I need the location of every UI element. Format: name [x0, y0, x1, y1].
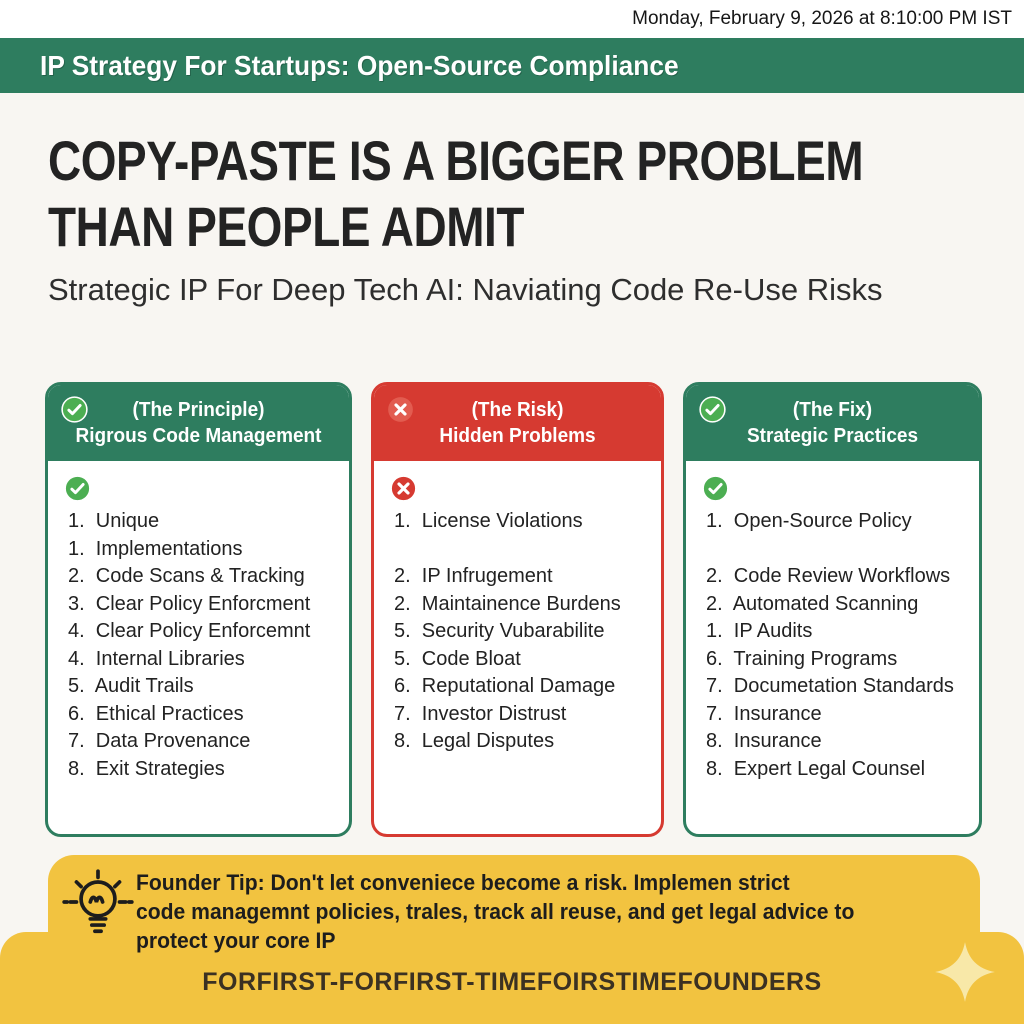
list-item: 1. Implementations	[68, 537, 243, 560]
founder-tip: Founder Tip: Don't let conveniece become…	[58, 860, 978, 955]
cross-icon	[390, 475, 417, 502]
timestamp: Monday, February 9, 2026 at 8:10:00 PM I…	[632, 8, 1012, 29]
card-risk-list: 1. License Violations 2. IP Infrugement 2.…	[390, 508, 651, 756]
list-item: 8. Exit Strategies	[68, 757, 225, 780]
list-item: 1. Open-Source Policy	[706, 510, 912, 532]
app-header-title: IP Strategy For Startups: Open-Source Co…	[40, 49, 679, 81]
card-title: Strategic Practices	[746, 425, 919, 447]
list-item: 1. Unique	[68, 510, 160, 532]
list-item: 2. Maintainence Burdens	[394, 592, 621, 615]
card-fix: (The Fix) Strategic Practices 1. Open-So…	[683, 382, 982, 837]
list-item	[394, 536, 651, 564]
list-item: 5. Code Bloat	[394, 647, 521, 670]
check-icon	[702, 475, 729, 502]
list-item: 8. Insurance	[706, 730, 822, 752]
footer-band	[0, 932, 1024, 1024]
page-title-line2: THAN PEOPLE ADMIT	[48, 195, 525, 258]
card-principle-header: (The Principle) Rigrous Code Management	[48, 385, 349, 461]
list-item: 6. Ethical Practices	[68, 702, 244, 725]
lightbulb-icon	[58, 862, 138, 948]
check-icon	[61, 396, 88, 423]
list-item: 2. IP Infrugement	[394, 565, 553, 587]
text-line: protect your core IP	[136, 928, 336, 953]
founder-tip-text: Founder Tip: Don't let conveniece become…	[136, 868, 884, 955]
list-item: 2. Code Review Workflows	[706, 565, 951, 587]
card-principle-list: 1. Unique 1. Implementations 2. Code Scans…	[64, 508, 339, 783]
app-header: IP Strategy For Startups: Open-Source Co…	[0, 38, 1024, 93]
card-title: Rigrous Code Management	[75, 425, 322, 447]
list-item: 7. Insurance	[706, 702, 822, 725]
list-item: 8. Expert Legal Counsel	[706, 757, 926, 780]
card-risk: (The Risk) Hidden Problems 1. License Vi…	[371, 382, 664, 837]
founder-tip-box	[48, 855, 980, 935]
list-item: 6. Training Programs	[706, 647, 898, 670]
card-fix-header: (The Fix) Strategic Practices	[686, 385, 979, 461]
card-fix-list: 1. Open-Source Policy 2. Code Review Work…	[702, 508, 969, 783]
list-item: 1. License Violations	[394, 510, 583, 532]
list-item	[706, 536, 969, 564]
cross-icon	[387, 396, 414, 423]
list-item: 5. Audit Trails	[68, 675, 194, 697]
card-row: (The Principle) Rigrous Code Management …	[45, 382, 985, 837]
list-item: 4. Clear Policy Enforcemnt	[68, 620, 311, 642]
list-item: 4. Internal Libraries	[68, 647, 245, 670]
page-title-line1: COPY-PASTE IS A BIGGER PROBLEM	[48, 129, 864, 192]
card-risk-header: (The Risk) Hidden Problems	[374, 385, 661, 461]
page-subtitle: Strategic IP For Deep Tech AI: Naviating…	[48, 272, 883, 307]
card-kicker: (The Fix)	[792, 399, 873, 421]
text-line: code managemnt policies, trales, track a…	[136, 899, 855, 924]
check-icon	[699, 396, 726, 423]
list-item: 3. Clear Policy Enforcment	[68, 592, 311, 615]
sparkle-icon	[933, 940, 997, 1004]
list-item: 2. Code Scans & Tracking	[68, 565, 305, 587]
list-item: 7. Data Provenance	[68, 730, 251, 752]
page-title: COPY-PASTE IS A BIGGER PROBLEM THAN PEOP…	[48, 128, 950, 260]
list-item: 6. Reputational Damage	[394, 675, 616, 697]
list-item: 5. Security Vubarabilite	[394, 620, 605, 642]
card-principle: (The Principle) Rigrous Code Management …	[45, 382, 352, 837]
card-fix-body: 1. Open-Source Policy 2. Code Review Work…	[686, 461, 979, 834]
card-risk-body: 1. License Violations 2. IP Infrugement 2.…	[374, 461, 661, 834]
list-item: 7. Investor Distrust	[394, 702, 567, 725]
list-item: 2. Automated Scanning	[706, 592, 919, 615]
check-icon	[64, 475, 91, 502]
card-principle-body: 1. Unique 1. Implementations 2. Code Scans…	[48, 461, 349, 834]
list-item: 7. Documetation Standards	[706, 675, 954, 697]
card-kicker: (The Risk)	[471, 399, 564, 421]
list-item: 1. IP Audits	[706, 620, 813, 642]
card-title: Hidden Problems	[439, 425, 596, 447]
footer-handle: FORFIRST-FORFIRST-TIMEFOIRSTIMEFOUNDERS	[202, 968, 822, 996]
card-kicker: (The Principle)	[132, 399, 265, 421]
text-line: Founder Tip: Don't let conveniece become…	[136, 870, 790, 895]
top-strip: Monday, February 9, 2026 at 8:10:00 PM I…	[0, 0, 1024, 38]
list-item: 8. Legal Disputes	[394, 730, 555, 752]
